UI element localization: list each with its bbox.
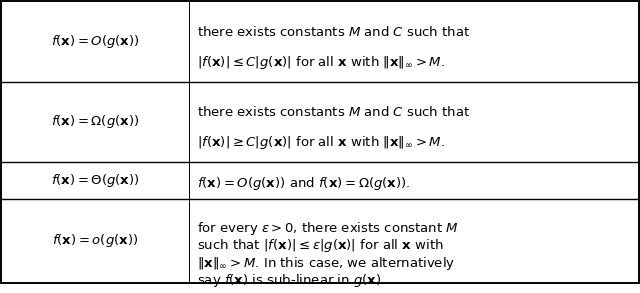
Text: $|f(\mathbf{x})| \leq C|g(\mathbf{x})|$ for all $\mathbf{x}$ with $\|\mathbf{x}\: $|f(\mathbf{x})| \leq C|g(\mathbf{x})|$ … [197,54,445,71]
Text: such that $|f(\mathbf{x})| \leq \varepsilon|g(\mathbf{x})|$ for all $\mathbf{x}$: such that $|f(\mathbf{x})| \leq \varepsi… [197,237,444,254]
Text: $|f(\mathbf{x})| \geq C|g(\mathbf{x})|$ for all $\mathbf{x}$ with $\|\mathbf{x}\: $|f(\mathbf{x})| \geq C|g(\mathbf{x})|$ … [197,134,445,151]
Text: $f(\mathbf{x}) = \Omega(g(\mathbf{x}))$: $f(\mathbf{x}) = \Omega(g(\mathbf{x}))$ [51,113,140,130]
Text: there exists constants $M$ and $C$ such that: there exists constants $M$ and $C$ such … [197,105,470,119]
Text: $f(\mathbf{x}) = \Theta(g(\mathbf{x}))$: $f(\mathbf{x}) = \Theta(g(\mathbf{x}))$ [51,172,140,189]
Text: $\|\mathbf{x}\|_\infty > M$. In this case, we alternatively: $\|\mathbf{x}\|_\infty > M$. In this cas… [197,255,455,272]
FancyBboxPatch shape [1,1,639,283]
Text: there exists constants $M$ and $C$ such that: there exists constants $M$ and $C$ such … [197,25,470,39]
Text: $f(\mathbf{x}) = O(g(\mathbf{x}))$: $f(\mathbf{x}) = O(g(\mathbf{x}))$ [51,33,140,50]
Text: $f(\mathbf{x}) = O(g(\mathbf{x}))$ and $f(\mathbf{x}) = \Omega(g(\mathbf{x}))$.: $f(\mathbf{x}) = O(g(\mathbf{x}))$ and $… [197,175,411,192]
Text: $f(\mathbf{x}) = o(g(\mathbf{x}))$: $f(\mathbf{x}) = o(g(\mathbf{x}))$ [52,232,139,249]
Text: say $f(\mathbf{x})$ is sub-linear in $g(\mathbf{x})$.: say $f(\mathbf{x})$ is sub-linear in $g(… [197,272,385,289]
Text: for every $\varepsilon > 0$, there exists constant $M$: for every $\varepsilon > 0$, there exist… [197,219,459,237]
